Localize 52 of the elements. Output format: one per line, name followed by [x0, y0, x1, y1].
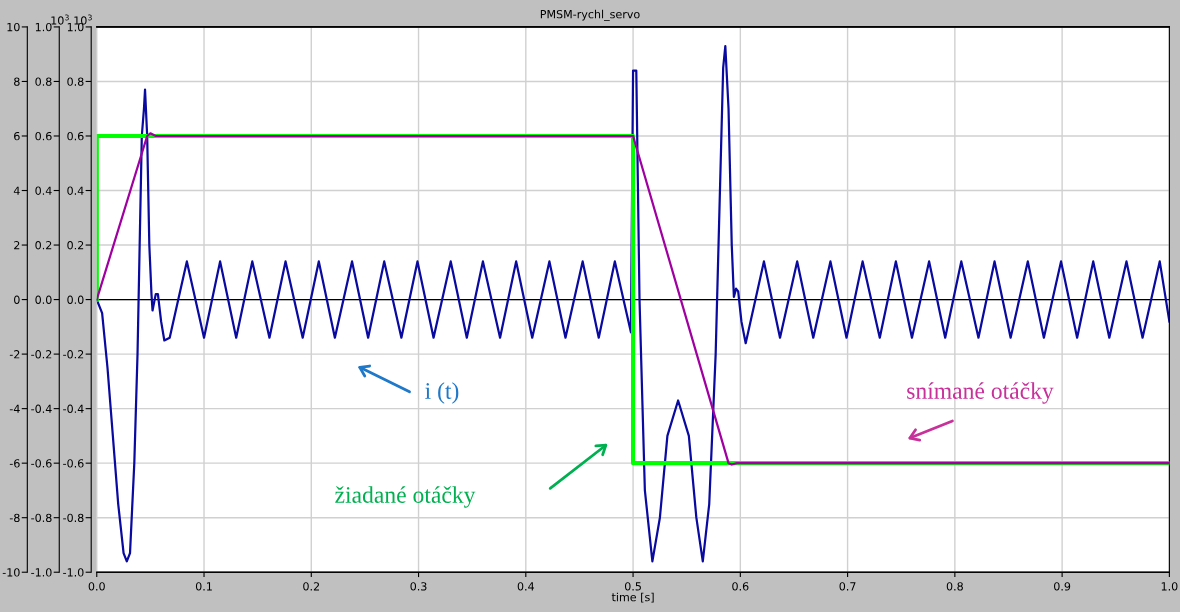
y3-tick-label: 0.6	[35, 131, 52, 141]
y3-tick-label: -0.8	[31, 513, 52, 523]
x-tick-label: 1.0	[1161, 582, 1178, 591]
line-series	[96, 44, 1170, 563]
y3-tick-label: 0.4	[35, 186, 52, 195]
x-tick-label: 0.1	[195, 582, 212, 591]
y3-tick-label: 0.8	[35, 77, 52, 86]
x-tick-label: 0.7	[839, 582, 856, 591]
y3-tick-label: 0.2	[35, 241, 52, 250]
y-tick-label: 10	[7, 22, 20, 32]
y2-tick-label: -0.6	[63, 459, 84, 468]
x-tick-label: 0.0	[88, 582, 105, 591]
y2-tick-label: 0.0	[67, 295, 84, 304]
y3-tick-label: -0.4	[31, 404, 52, 414]
y-tick-label: 0	[14, 295, 20, 304]
y-tick-label: -2	[9, 350, 20, 359]
y3-tick-label: 1.0	[35, 22, 52, 32]
x-tick-label: 0.8	[946, 582, 963, 591]
x-axis-title: time [s]	[611, 592, 654, 603]
y2-tick-label: -0.8	[63, 513, 84, 523]
y-tick-label: 4	[13, 186, 20, 195]
y2-tick-label: -1.0	[63, 568, 84, 577]
x-tick-label: 0.3	[410, 582, 427, 591]
y3-axis-title: 10$^{3}$	[74, 14, 92, 25]
y2-tick-label: 0.8	[67, 77, 84, 86]
annotation: žiadané otáčky	[335, 486, 476, 508]
x-tick-label: 0.9	[1054, 582, 1071, 591]
y2-tick-label: 1.0	[67, 22, 84, 32]
y-tick-label: 8	[14, 77, 20, 86]
y-tick-label: -4	[9, 404, 20, 413]
y2-tick-label: 0.6	[67, 131, 84, 141]
y-tick-label: 6	[14, 131, 20, 141]
y2-tick-label: 0.4	[67, 186, 84, 195]
y3-tick-label: -1.0	[31, 568, 52, 577]
y3-tick-label: -0.2	[31, 350, 52, 359]
y2-tick-label: -0.2	[63, 350, 84, 359]
annotation: snímané otáčky	[907, 382, 1054, 404]
x-tick-label: 0.4	[517, 582, 535, 591]
y3-tick-label: 0.0	[35, 295, 52, 304]
x-tick-label: 0.6	[732, 582, 749, 591]
y2-axis-title: 10$^{3}$	[51, 14, 69, 25]
y2-tick-label: -0.4	[63, 404, 84, 414]
annotation: i (t)	[425, 382, 459, 404]
y3-tick-label: -0.6	[31, 459, 52, 468]
x-tick-label: 0.5	[624, 582, 641, 591]
y-tick-label: -10	[2, 568, 20, 577]
chart-title: PMSM-rychl_servo	[540, 9, 640, 21]
y2-tick-label: 0.2	[67, 241, 84, 250]
y-tick-label: -8	[9, 513, 20, 523]
x-tick-label: 0.2	[303, 582, 320, 591]
y-tick-label: 2	[14, 241, 20, 250]
y-tick-label: -6	[9, 459, 20, 468]
